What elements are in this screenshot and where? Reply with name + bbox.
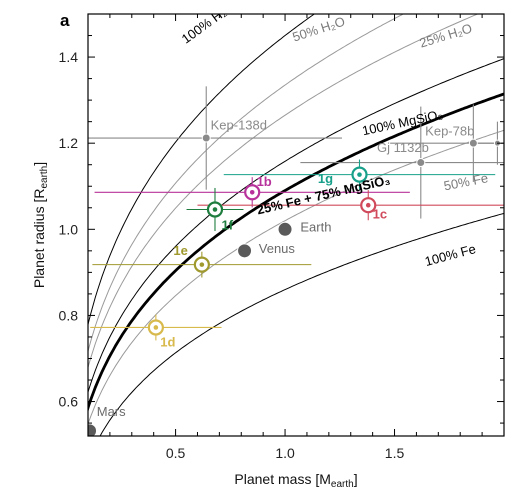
y-tick-label: 0.8 <box>59 307 79 323</box>
y-axis-title: Planet radius [Rearth] <box>31 162 50 288</box>
curve-25-h-o <box>88 14 479 370</box>
curve-50-h-o <box>88 14 405 354</box>
curve-100-fe <box>99 212 504 436</box>
label-gj-1132b: Gj 1132b <box>377 140 429 155</box>
point-1c-center <box>365 202 371 208</box>
label-1b: 1b <box>257 174 272 189</box>
point-1f-center <box>212 207 218 212</box>
curve-label-100-h-o: 100% H₂O <box>179 0 238 47</box>
label-earth: Earth <box>300 219 331 234</box>
y-tick-label: 1.0 <box>59 221 79 237</box>
label-venus: Venus <box>259 241 296 256</box>
point-1b-center <box>249 189 255 195</box>
label-mars: Mars <box>97 404 126 419</box>
plot-frame <box>87 13 505 437</box>
x-axis-title: Planet mass [Mearth] <box>234 471 357 490</box>
curve-label-100-fe: 100% Fe <box>423 241 477 269</box>
curve-label-25-h-o: 25% H₂O <box>418 20 474 50</box>
y-tick-label: 0.6 <box>59 394 79 410</box>
label-1c: 1c <box>373 207 387 222</box>
x-tick-label: 1.0 <box>275 445 295 461</box>
label-1g: 1g <box>318 171 333 186</box>
point-1d-center <box>153 325 159 330</box>
label-1d: 1d <box>160 334 175 349</box>
point-kep-78b <box>468 138 478 148</box>
axis-ticks: 0.5 1.0 1.5 0.6 0.8 1.0 1.2 1.4 <box>59 14 504 461</box>
label-1f: 1f <box>222 217 234 232</box>
data-points <box>88 133 501 436</box>
curve-100-mgsio <box>88 58 504 394</box>
model-curves <box>88 14 504 436</box>
curve-100-h-o <box>88 14 316 327</box>
point-venus <box>237 243 253 259</box>
point-kep-138d <box>201 133 211 143</box>
curve-25-fe-75-mgsio <box>88 92 504 413</box>
point-1g-center <box>357 172 362 177</box>
panel-label: a <box>60 11 70 30</box>
point-gj-1132b <box>416 158 426 168</box>
label-kep-78b: Kep-78b <box>425 123 474 138</box>
point-1e-center <box>199 262 205 267</box>
curve-50-fe <box>88 129 504 426</box>
label-kep-138d: Kep-138d <box>211 117 267 132</box>
x-tick-label: 1.5 <box>385 445 405 461</box>
label-1e: 1e <box>173 243 187 258</box>
y-tick-label: 1.4 <box>59 49 79 65</box>
point-mars <box>88 423 98 436</box>
point-earth <box>277 221 293 237</box>
y-tick-label: 1.2 <box>59 135 79 151</box>
point-labels: Kep-138d Gj 1132b Kep-78b 1b 1c 1g 1f 1e 1d Venus… <box>97 117 475 418</box>
curve-label-50-h-o: 50% H₂O <box>291 14 347 45</box>
curve-label-50-fe: 50% Fe <box>442 170 489 193</box>
x-tick-label: 0.5 <box>166 445 186 461</box>
